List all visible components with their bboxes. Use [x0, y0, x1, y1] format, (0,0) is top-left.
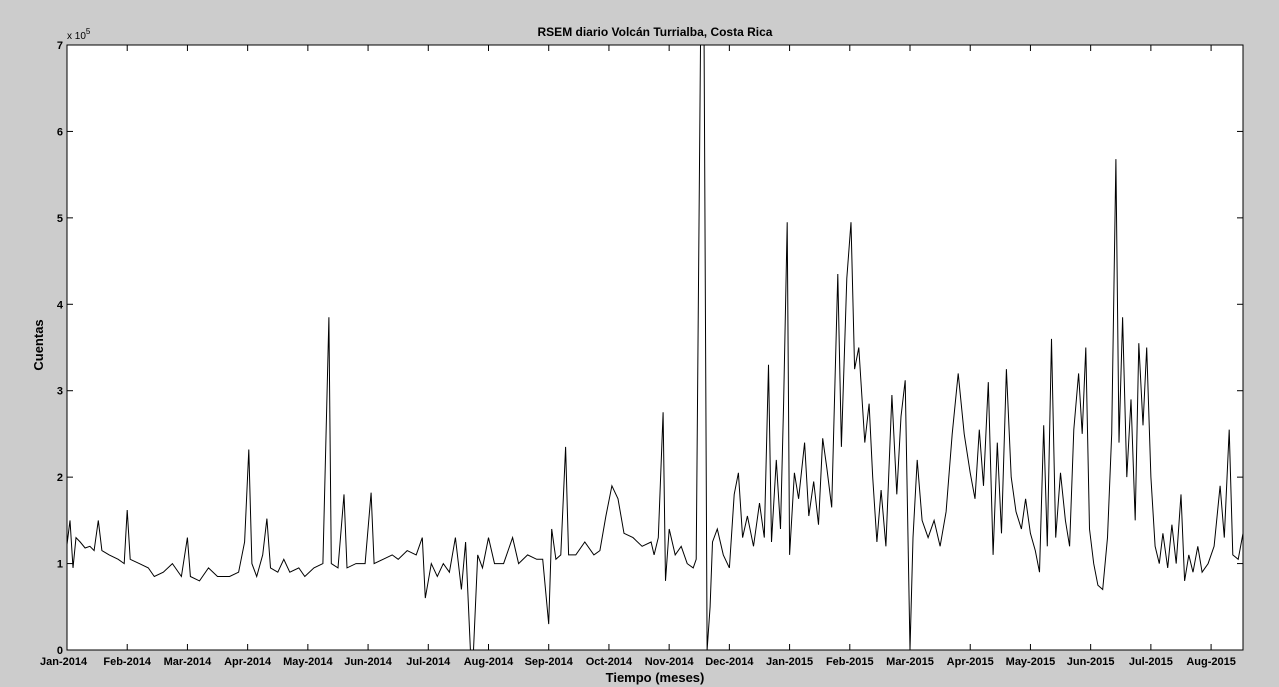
x-tick-label: Jul-2015: [1129, 656, 1173, 668]
x-tick-label: Jan-2014: [40, 656, 88, 668]
x-axis-ticks: Jan-2014 Feb-2014 Mar-2014 Apr-2014 May-2014…: [40, 45, 1236, 668]
x-tick-label: Feb-2014: [103, 656, 152, 668]
y-exponent-base: x 10: [67, 31, 86, 42]
y-tick-label: 0: [57, 645, 63, 657]
plot-area: [66, 44, 1244, 651]
chart-title: RSEM diario Volcán Turrialba, Costa Rica: [538, 25, 773, 39]
x-tick-label: May-2014: [283, 656, 333, 668]
y-tick-label: 4: [57, 299, 64, 311]
x-tick-label: Jul-2014: [406, 656, 451, 668]
x-tick-label: Mar-2014: [164, 656, 213, 668]
y-axis-ticks: 0 1 2 3 4 5 6 7: [57, 40, 1243, 657]
x-tick-label: Jan-2015: [766, 656, 813, 668]
x-tick-label: Feb-2015: [826, 656, 874, 668]
x-tick-label: Jun-2015: [1067, 656, 1115, 668]
x-tick-label: Aug-2015: [1186, 656, 1236, 668]
x-axis-label: Tiempo (meses): [606, 670, 705, 685]
x-tick-label: Apr-2015: [947, 656, 994, 668]
x-tick-label: Mar-2015: [886, 656, 934, 668]
y-axis-label: Cuentas: [31, 319, 46, 370]
y-tick-label: 1: [57, 559, 63, 571]
x-tick-label: Sep-2014: [525, 656, 574, 668]
y-tick-label: 2: [57, 472, 63, 484]
y-tick-label: 5: [57, 213, 63, 225]
series-line: [66, 44, 1244, 651]
y-exponent-label: x 105: [67, 27, 91, 42]
y-exponent-power: 5: [86, 27, 91, 36]
x-tick-label: Nov-2014: [645, 656, 695, 668]
y-tick-label: 6: [57, 126, 63, 138]
x-tick-label: Jun-2014: [344, 656, 393, 668]
x-tick-label: Dec-2014: [705, 656, 754, 668]
x-tick-label: Apr-2014: [224, 656, 272, 668]
y-tick-label: 7: [57, 40, 63, 52]
x-tick-label: May-2015: [1006, 656, 1056, 668]
x-tick-label: Oct-2014: [586, 656, 633, 668]
x-tick-label: Aug-2014: [464, 656, 514, 668]
y-tick-label: 3: [57, 386, 63, 398]
